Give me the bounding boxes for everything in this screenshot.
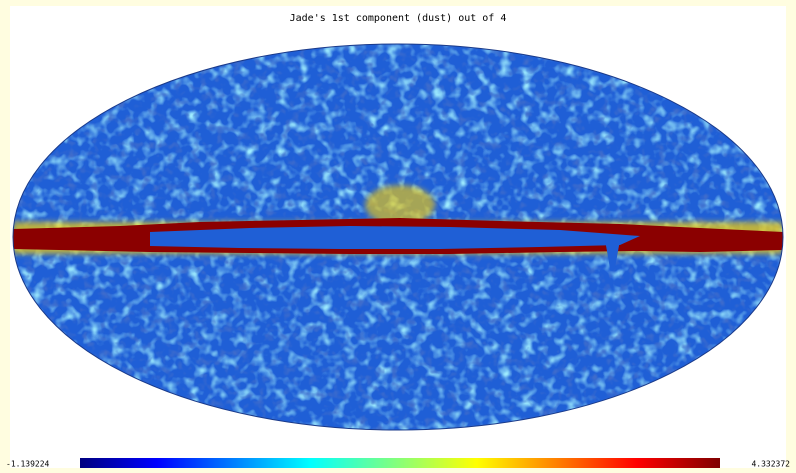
- page: Jade's 1st component (dust) out of 4 -1.…: [0, 0, 796, 473]
- map-title: Jade's 1st component (dust) out of 4: [290, 13, 507, 24]
- colorbar: [80, 458, 720, 468]
- mollweide-map: [13, 44, 783, 430]
- colorbar-min-label: -1.139224: [6, 460, 50, 469]
- colorbar-max-label: 4.332372: [751, 460, 790, 469]
- sky-map-figure: Jade's 1st component (dust) out of 4 -1.…: [0, 0, 796, 473]
